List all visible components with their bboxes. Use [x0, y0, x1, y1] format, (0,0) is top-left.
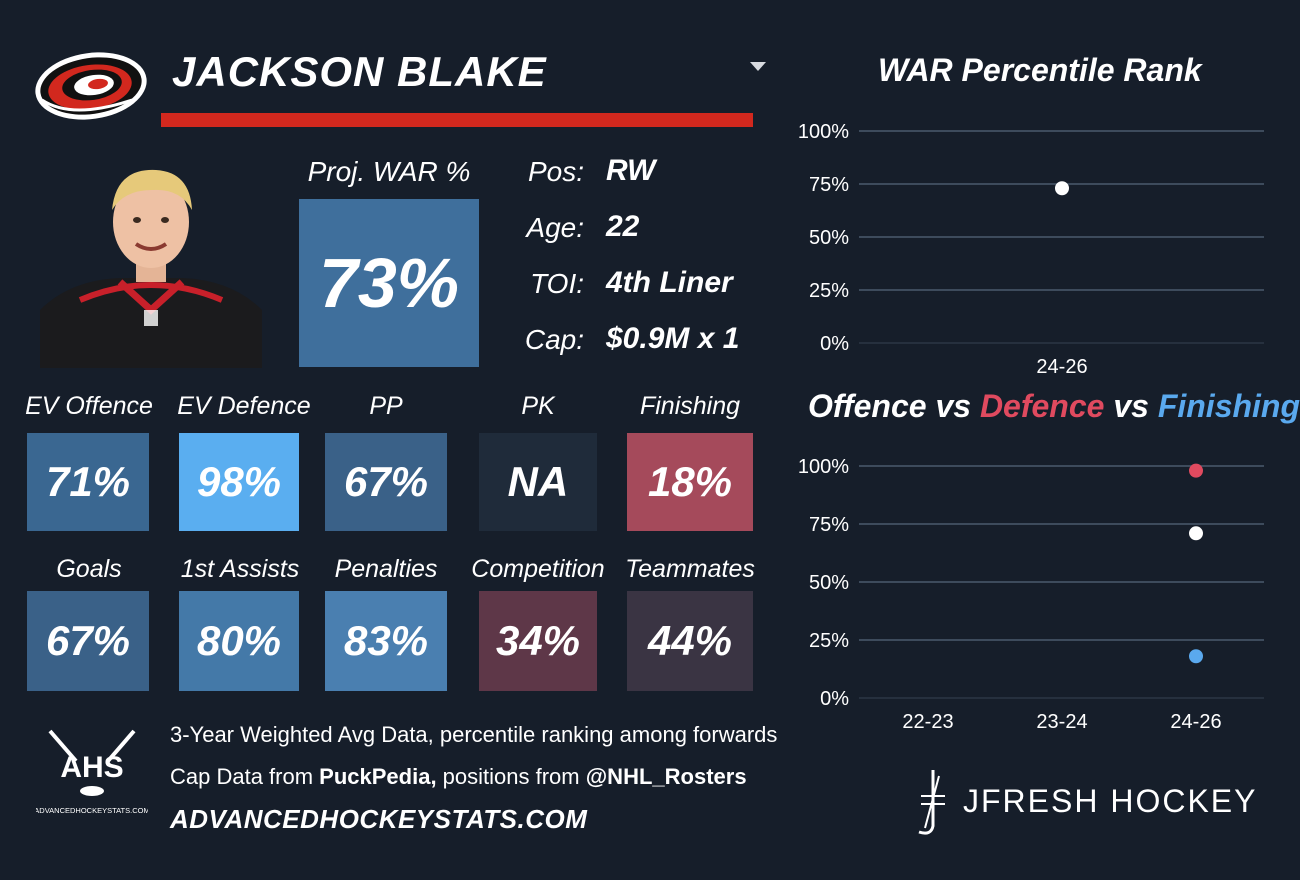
x-tick-label: 23-24 — [1036, 711, 1087, 733]
war-chart-title: WAR Percentile Rank — [878, 52, 1202, 88]
sources-mid: positions from — [436, 764, 586, 789]
data-point[interactable] — [1189, 526, 1203, 541]
jfresh-hockey-logo: JFRESH HOCKEY — [918, 770, 1257, 835]
pk-value: NA — [479, 433, 597, 531]
footer-website-link[interactable]: ADVANCEDHOCKEYSTATS.COM — [170, 804, 588, 834]
ev-defence-value: 98% — [179, 433, 299, 531]
ev-defence-label: EV Defence — [177, 392, 311, 420]
cap-value: $0.9M x 1 — [606, 322, 740, 355]
title-defence: Defence — [979, 388, 1105, 424]
competition-label: Competition — [471, 555, 605, 583]
name-underline — [161, 113, 753, 127]
x-tick-label: 24-26 — [1036, 356, 1087, 378]
projected-war-label: Proj. WAR % — [307, 156, 471, 187]
teammates-label: Teammates — [625, 555, 755, 583]
ovdf-chart-title: Offence vs Defence vs Finishing — [808, 388, 1300, 425]
ahs-logo-text: AHS — [60, 751, 123, 784]
pk-label: PK — [521, 392, 555, 420]
ev-offence-label: EV Offence — [25, 392, 153, 420]
ahs-logo-subtext: ADVANCEDHOCKEYSTATS.COM — [36, 806, 148, 815]
player-headshot — [40, 169, 262, 368]
player-name: JACKSON BLAKE — [172, 48, 547, 95]
position-key: Pos: — [527, 156, 584, 187]
pp-value: 67% — [325, 433, 447, 531]
pp-label: PP — [369, 392, 403, 420]
y-tick-label: 0% — [820, 688, 849, 710]
footer-note-weighted: 3-Year Weighted Avg Data, percentile ran… — [170, 722, 778, 747]
teammates-value: 44% — [627, 591, 753, 691]
finishing-label: Finishing — [639, 392, 741, 420]
title-vs-1: vs — [926, 388, 980, 424]
goals-value: 67% — [27, 591, 149, 691]
title-vs-2: vs — [1104, 388, 1158, 424]
finishing-value: 18% — [627, 433, 753, 531]
y-tick-label: 100% — [798, 456, 849, 478]
goals-label: Goals — [56, 555, 122, 583]
y-tick-label: 50% — [809, 227, 849, 249]
cap-key: Cap: — [524, 324, 584, 355]
y-tick-label: 75% — [809, 174, 849, 196]
footer-note-sources: Cap Data from PuckPedia, positions from … — [170, 764, 747, 790]
ahs-logo: AHS ADVANCEDHOCKEYSTATS.COM — [36, 729, 148, 815]
y-tick-label: 75% — [809, 514, 849, 536]
position-value: RW — [606, 154, 656, 187]
x-tick-label: 22-23 — [902, 711, 953, 733]
projected-war-value: 73% — [299, 199, 479, 367]
penalties-value: 83% — [325, 591, 447, 691]
title-offence: Offence — [808, 388, 927, 424]
toi-value: 4th Liner — [606, 266, 733, 299]
war-percentile-chart: 0% 25% 50% 75% 100% 24-26 — [798, 121, 1264, 378]
offence-defence-finishing-chart: 0% 25% 50% 75% 100% 22-23 23-24 24-26 — [798, 456, 1264, 733]
y-tick-label: 50% — [809, 572, 849, 594]
y-tick-label: 25% — [809, 630, 849, 652]
brand-text: JFRESH HOCKEY — [963, 783, 1257, 819]
data-point[interactable] — [1189, 649, 1203, 664]
competition-value: 34% — [479, 591, 597, 691]
first-assists-label: 1st Assists — [180, 555, 300, 583]
player-select-chevron-icon[interactable] — [750, 62, 766, 71]
team-logo — [35, 52, 147, 120]
source-puckpedia[interactable]: PuckPedia, — [319, 764, 437, 789]
title-finishing: Finishing — [1157, 388, 1300, 424]
age-key: Age: — [526, 212, 584, 243]
data-point[interactable] — [1189, 463, 1203, 478]
source-nhl-rosters[interactable]: @NHL_Rosters — [585, 764, 747, 789]
y-tick-label: 100% — [798, 121, 849, 143]
sources-prefix: Cap Data from — [170, 764, 320, 789]
age-value: 22 — [606, 210, 640, 243]
first-assists-value: 80% — [179, 591, 299, 691]
y-tick-label: 0% — [820, 333, 849, 355]
toi-key: TOI: — [530, 268, 584, 299]
data-point[interactable] — [1055, 181, 1069, 196]
x-tick-label: 24-26 — [1170, 711, 1221, 733]
ev-offence-value: 71% — [27, 433, 149, 531]
penalties-label: Penalties — [334, 555, 438, 583]
y-tick-label: 25% — [809, 280, 849, 302]
